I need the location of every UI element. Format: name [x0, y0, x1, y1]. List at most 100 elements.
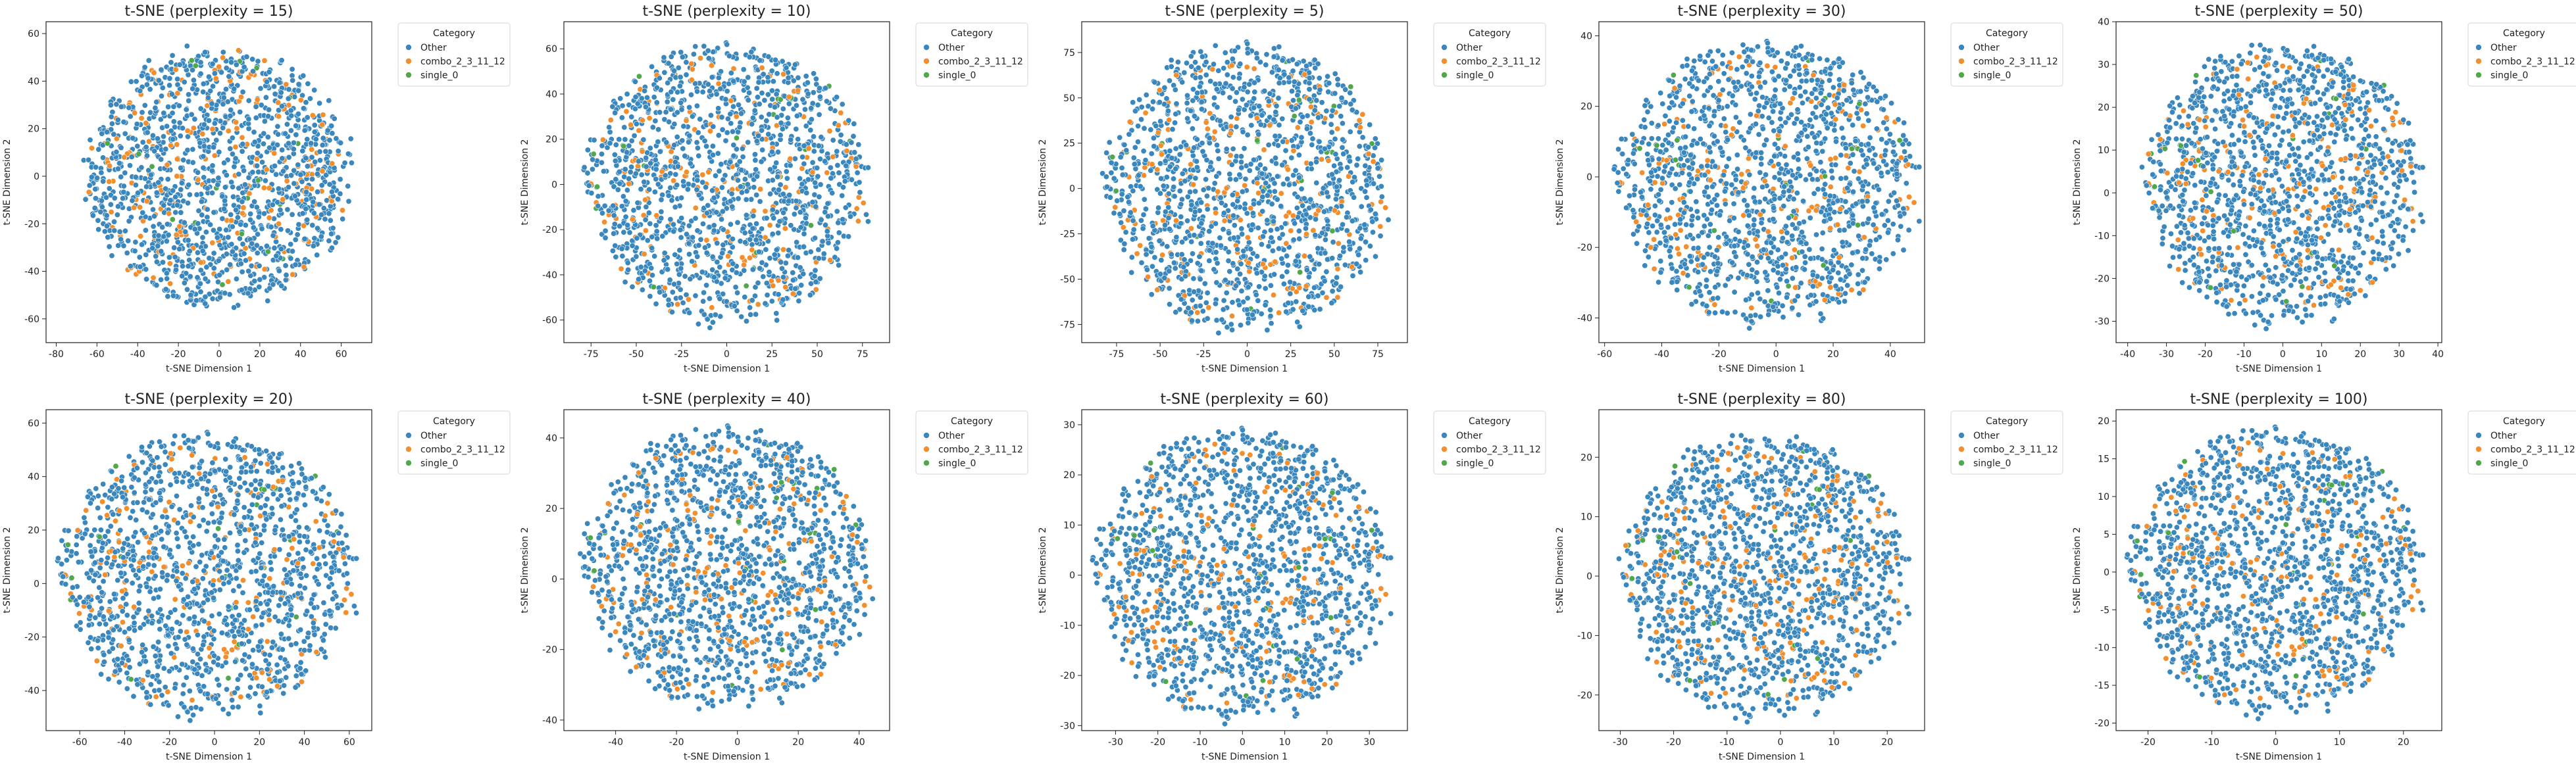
point-Other [288, 255, 294, 262]
point-Other [825, 213, 832, 220]
point-Other [149, 132, 156, 139]
point-Other [1138, 259, 1145, 266]
y-tick-label: 25 [1063, 139, 1075, 149]
point-Other [1167, 148, 1173, 155]
point-Other [1748, 73, 1755, 80]
point-Other [1244, 295, 1251, 301]
legend-entry: combo_2_3_11_12 [420, 57, 505, 67]
point-Other [711, 222, 717, 229]
point-Other [1179, 79, 1186, 85]
point-Other [780, 274, 787, 280]
point-Other [774, 317, 780, 324]
point-Other [704, 210, 711, 216]
point-Other [690, 234, 696, 241]
point-Other [1215, 329, 1222, 336]
point-Other [1306, 75, 1313, 82]
point-Other [1192, 59, 1199, 66]
point-Other [719, 184, 725, 191]
point-Other [1238, 322, 1244, 328]
point-combo_2_3_11_12 [1301, 71, 1308, 78]
point-Other [779, 265, 786, 272]
point-Other [1752, 312, 1759, 318]
point-Other [715, 132, 722, 139]
point-Other [631, 132, 638, 139]
point-Other [1172, 120, 1178, 126]
point-Other [1264, 327, 1271, 333]
point-Other [804, 80, 811, 86]
point-Other [111, 228, 118, 234]
point-Other [730, 78, 737, 85]
point-Other [1179, 170, 1186, 177]
y-tick-label: -60 [24, 314, 39, 325]
y-tick-label: 75 [1063, 48, 1075, 59]
point-Other [1206, 257, 1213, 264]
point-Other [736, 102, 742, 109]
point-Other [743, 196, 749, 203]
point-combo_2_3_11_12 [599, 137, 606, 143]
point-Other [622, 279, 628, 285]
point-Other [1342, 86, 1349, 93]
point-Other [1130, 187, 1136, 194]
point-Other [677, 74, 684, 80]
point-Other [228, 107, 234, 113]
point-Other [1148, 167, 1154, 174]
x-tick-label: 0 [216, 349, 222, 360]
point-Other [211, 144, 217, 151]
point-Other [231, 164, 238, 170]
point-Other [1315, 245, 1321, 252]
point-Other [802, 106, 809, 112]
point-Other [1230, 212, 1237, 219]
point-combo_2_3_11_12 [1228, 62, 1235, 69]
point-Other [211, 70, 218, 77]
y-tick-label: -20 [24, 219, 39, 230]
point-combo_2_3_11_12 [1246, 268, 1253, 275]
point-Other [1296, 324, 1303, 330]
point-Other [139, 139, 146, 145]
point-Other [1367, 206, 1374, 213]
point-Other [1347, 246, 1353, 253]
point-Other [311, 87, 318, 93]
point-Other [1173, 101, 1180, 107]
point-combo_2_3_11_12 [132, 110, 138, 116]
point-Other [242, 257, 249, 264]
point-Other [1323, 268, 1330, 275]
point-Other [1206, 135, 1213, 141]
point-Other [128, 154, 135, 160]
point-combo_2_3_11_12 [280, 196, 286, 203]
point-Other [1197, 232, 1203, 239]
point-Other [635, 158, 642, 164]
point-Other [701, 43, 707, 49]
point-combo_2_3_11_12 [642, 197, 649, 203]
point-combo_2_3_11_12 [1284, 166, 1291, 173]
point-Other [1784, 239, 1790, 245]
point-Other [303, 155, 309, 162]
y-tick-label: 0 [551, 180, 557, 190]
point-combo_2_3_11_12 [1315, 207, 1322, 214]
point-Other [219, 215, 226, 222]
point-Other [245, 290, 251, 297]
point-Other [676, 83, 683, 89]
point-Other [827, 105, 834, 112]
point-combo_2_3_11_12 [1242, 182, 1248, 189]
point-combo_2_3_11_12 [790, 291, 796, 297]
point-Other [689, 258, 695, 264]
point-Other [329, 130, 336, 137]
point-Other [754, 173, 761, 180]
point-Other [692, 293, 699, 299]
point-Other [1194, 158, 1200, 164]
point-combo_2_3_11_12 [209, 126, 216, 132]
point-Other [1199, 140, 1205, 147]
point-Other [318, 233, 324, 240]
point-Other [1751, 222, 1757, 228]
point-Other [170, 103, 177, 110]
point-Other [209, 101, 215, 107]
point-Other [333, 135, 340, 142]
point-Other [193, 191, 200, 198]
point-Other [1183, 142, 1190, 149]
point-Other [1901, 120, 1907, 126]
point-Other [1284, 176, 1291, 182]
point-Other [153, 253, 159, 260]
point-Other [676, 271, 682, 278]
point-combo_2_3_11_12 [1276, 310, 1282, 316]
point-Other [1296, 174, 1303, 181]
